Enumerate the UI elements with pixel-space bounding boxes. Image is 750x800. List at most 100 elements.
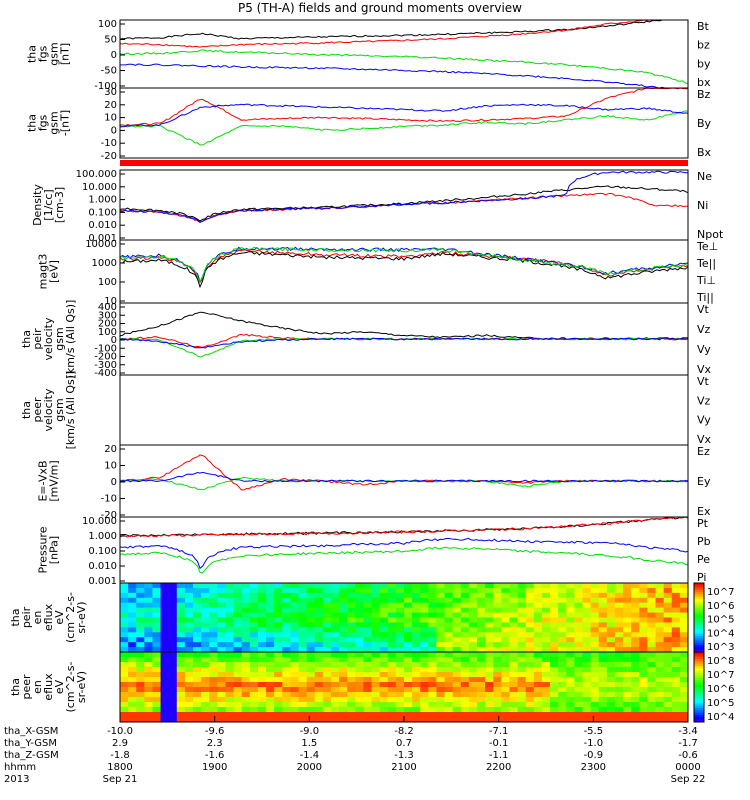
heatmap-cell — [241, 672, 251, 678]
heatmap-cell — [168, 667, 178, 673]
heatmap-cell — [655, 717, 665, 723]
legend-entry: Bx — [697, 146, 712, 159]
heatmap-cell — [233, 597, 243, 604]
heatmap-cell — [574, 607, 584, 614]
heatmap-cell — [631, 642, 640, 648]
heatmap-cell — [225, 682, 235, 688]
heatmap-cell — [663, 697, 673, 703]
heatmap-cell — [663, 712, 673, 718]
heatmap-cell — [477, 692, 486, 698]
panel-peer_eflux: 10^810^710^610^510^4thapeerenefluxeV(cm^… — [9, 651, 734, 723]
heatmap-cell — [444, 602, 454, 609]
heatmap-cell — [412, 692, 421, 698]
heatmap-cell — [671, 612, 681, 618]
heatmap-cell — [501, 592, 510, 599]
heatmap-cell — [468, 652, 478, 658]
heatmap-cell — [314, 687, 324, 693]
heatmap-cell — [233, 642, 243, 648]
heatmap-cell — [525, 602, 535, 609]
heatmap-cell — [387, 647, 397, 653]
heatmap-cell — [671, 583, 681, 589]
heatmap-cell — [168, 702, 178, 708]
heatmap-cell — [663, 657, 673, 663]
heatmap-cell — [412, 677, 421, 683]
heatmap-cell — [590, 587, 600, 594]
heatmap-cell — [160, 702, 170, 708]
heatmap-cell — [160, 602, 170, 609]
heatmap-cell — [160, 652, 170, 658]
heatmap-cell — [639, 692, 648, 698]
heatmap-cell — [606, 612, 616, 618]
heatmap-cell — [598, 597, 608, 604]
heatmap-cell — [501, 652, 510, 658]
heatmap-cell — [509, 587, 519, 594]
heatmap-cell — [655, 687, 665, 693]
heatmap-cell — [647, 602, 657, 609]
heatmap-cell — [144, 602, 153, 609]
heatmap-cell — [330, 697, 340, 703]
heatmap-cell — [363, 682, 373, 688]
heatmap-cell — [274, 677, 283, 683]
heatmap-cell — [322, 612, 332, 618]
heatmap-cell — [679, 712, 689, 718]
heatmap-cell — [533, 583, 543, 589]
heatmap-cell — [452, 583, 462, 589]
heatmap-cell — [509, 607, 519, 614]
y-tick-label: 100 — [98, 277, 117, 288]
colorbar-swatch — [694, 601, 704, 605]
heatmap-cell — [404, 642, 413, 648]
heatmap-cell — [420, 687, 429, 693]
legend-entry: Vz — [697, 323, 711, 336]
heatmap-cell — [282, 677, 291, 683]
heatmap-cell — [606, 617, 616, 623]
heatmap-cell — [517, 622, 527, 628]
heatmap-cell — [282, 632, 291, 638]
heatmap-cell — [298, 583, 308, 589]
heatmap-cell — [176, 583, 186, 589]
heatmap-cell — [598, 687, 608, 693]
x-axis-labels: tha_X-GSMtha_Y-GSMtha_Z-GSMhhmm2013-10.0… — [4, 716, 705, 785]
heatmap-cell — [355, 687, 364, 693]
heatmap-cell — [144, 712, 153, 718]
heatmap-cell — [176, 637, 186, 643]
heatmap-cell — [379, 707, 389, 713]
colorbar-swatch — [694, 642, 704, 646]
heatmap-cell — [614, 682, 624, 688]
heatmap-cell — [436, 702, 446, 708]
heatmap-cell — [233, 682, 243, 688]
heatmap-cell — [282, 597, 291, 604]
heatmap-cell — [233, 662, 243, 668]
heatmap-cell — [541, 647, 551, 653]
heatmap-cell — [590, 667, 600, 673]
heatmap-cell — [152, 707, 162, 713]
heatmap-cell — [184, 583, 194, 589]
heatmap-cell — [209, 632, 218, 638]
heatmap-cell — [477, 583, 486, 589]
heatmap-cell — [468, 622, 478, 628]
heatmap-cell — [582, 617, 592, 623]
heatmap-cell — [387, 677, 397, 683]
heatmap-cell — [144, 717, 153, 723]
heatmap-cell — [598, 682, 608, 688]
heatmap-cell — [217, 592, 226, 599]
heatmap-cell — [152, 607, 162, 614]
heatmap-cell — [582, 632, 592, 638]
heatmap-cell — [347, 692, 356, 698]
heatmap-cell — [614, 647, 624, 653]
heatmap-cell — [241, 632, 251, 638]
colorbar-swatch — [694, 717, 704, 721]
heatmap-cell — [395, 707, 405, 713]
heatmap-cell — [144, 667, 153, 673]
heatmap-cell — [233, 667, 243, 673]
heatmap-cell — [266, 612, 275, 618]
heatmap-cell — [257, 642, 267, 648]
heatmap-cell — [412, 622, 421, 628]
heatmap-cell — [257, 647, 267, 653]
heatmap-cell — [679, 627, 689, 633]
heatmap-cell — [444, 652, 454, 658]
heatmap-cell — [485, 662, 494, 668]
heatmap-cell — [322, 622, 332, 628]
colorbar-swatch — [694, 608, 704, 612]
heatmap-cell — [152, 682, 162, 688]
x-tick-label: 2000 — [297, 762, 322, 773]
